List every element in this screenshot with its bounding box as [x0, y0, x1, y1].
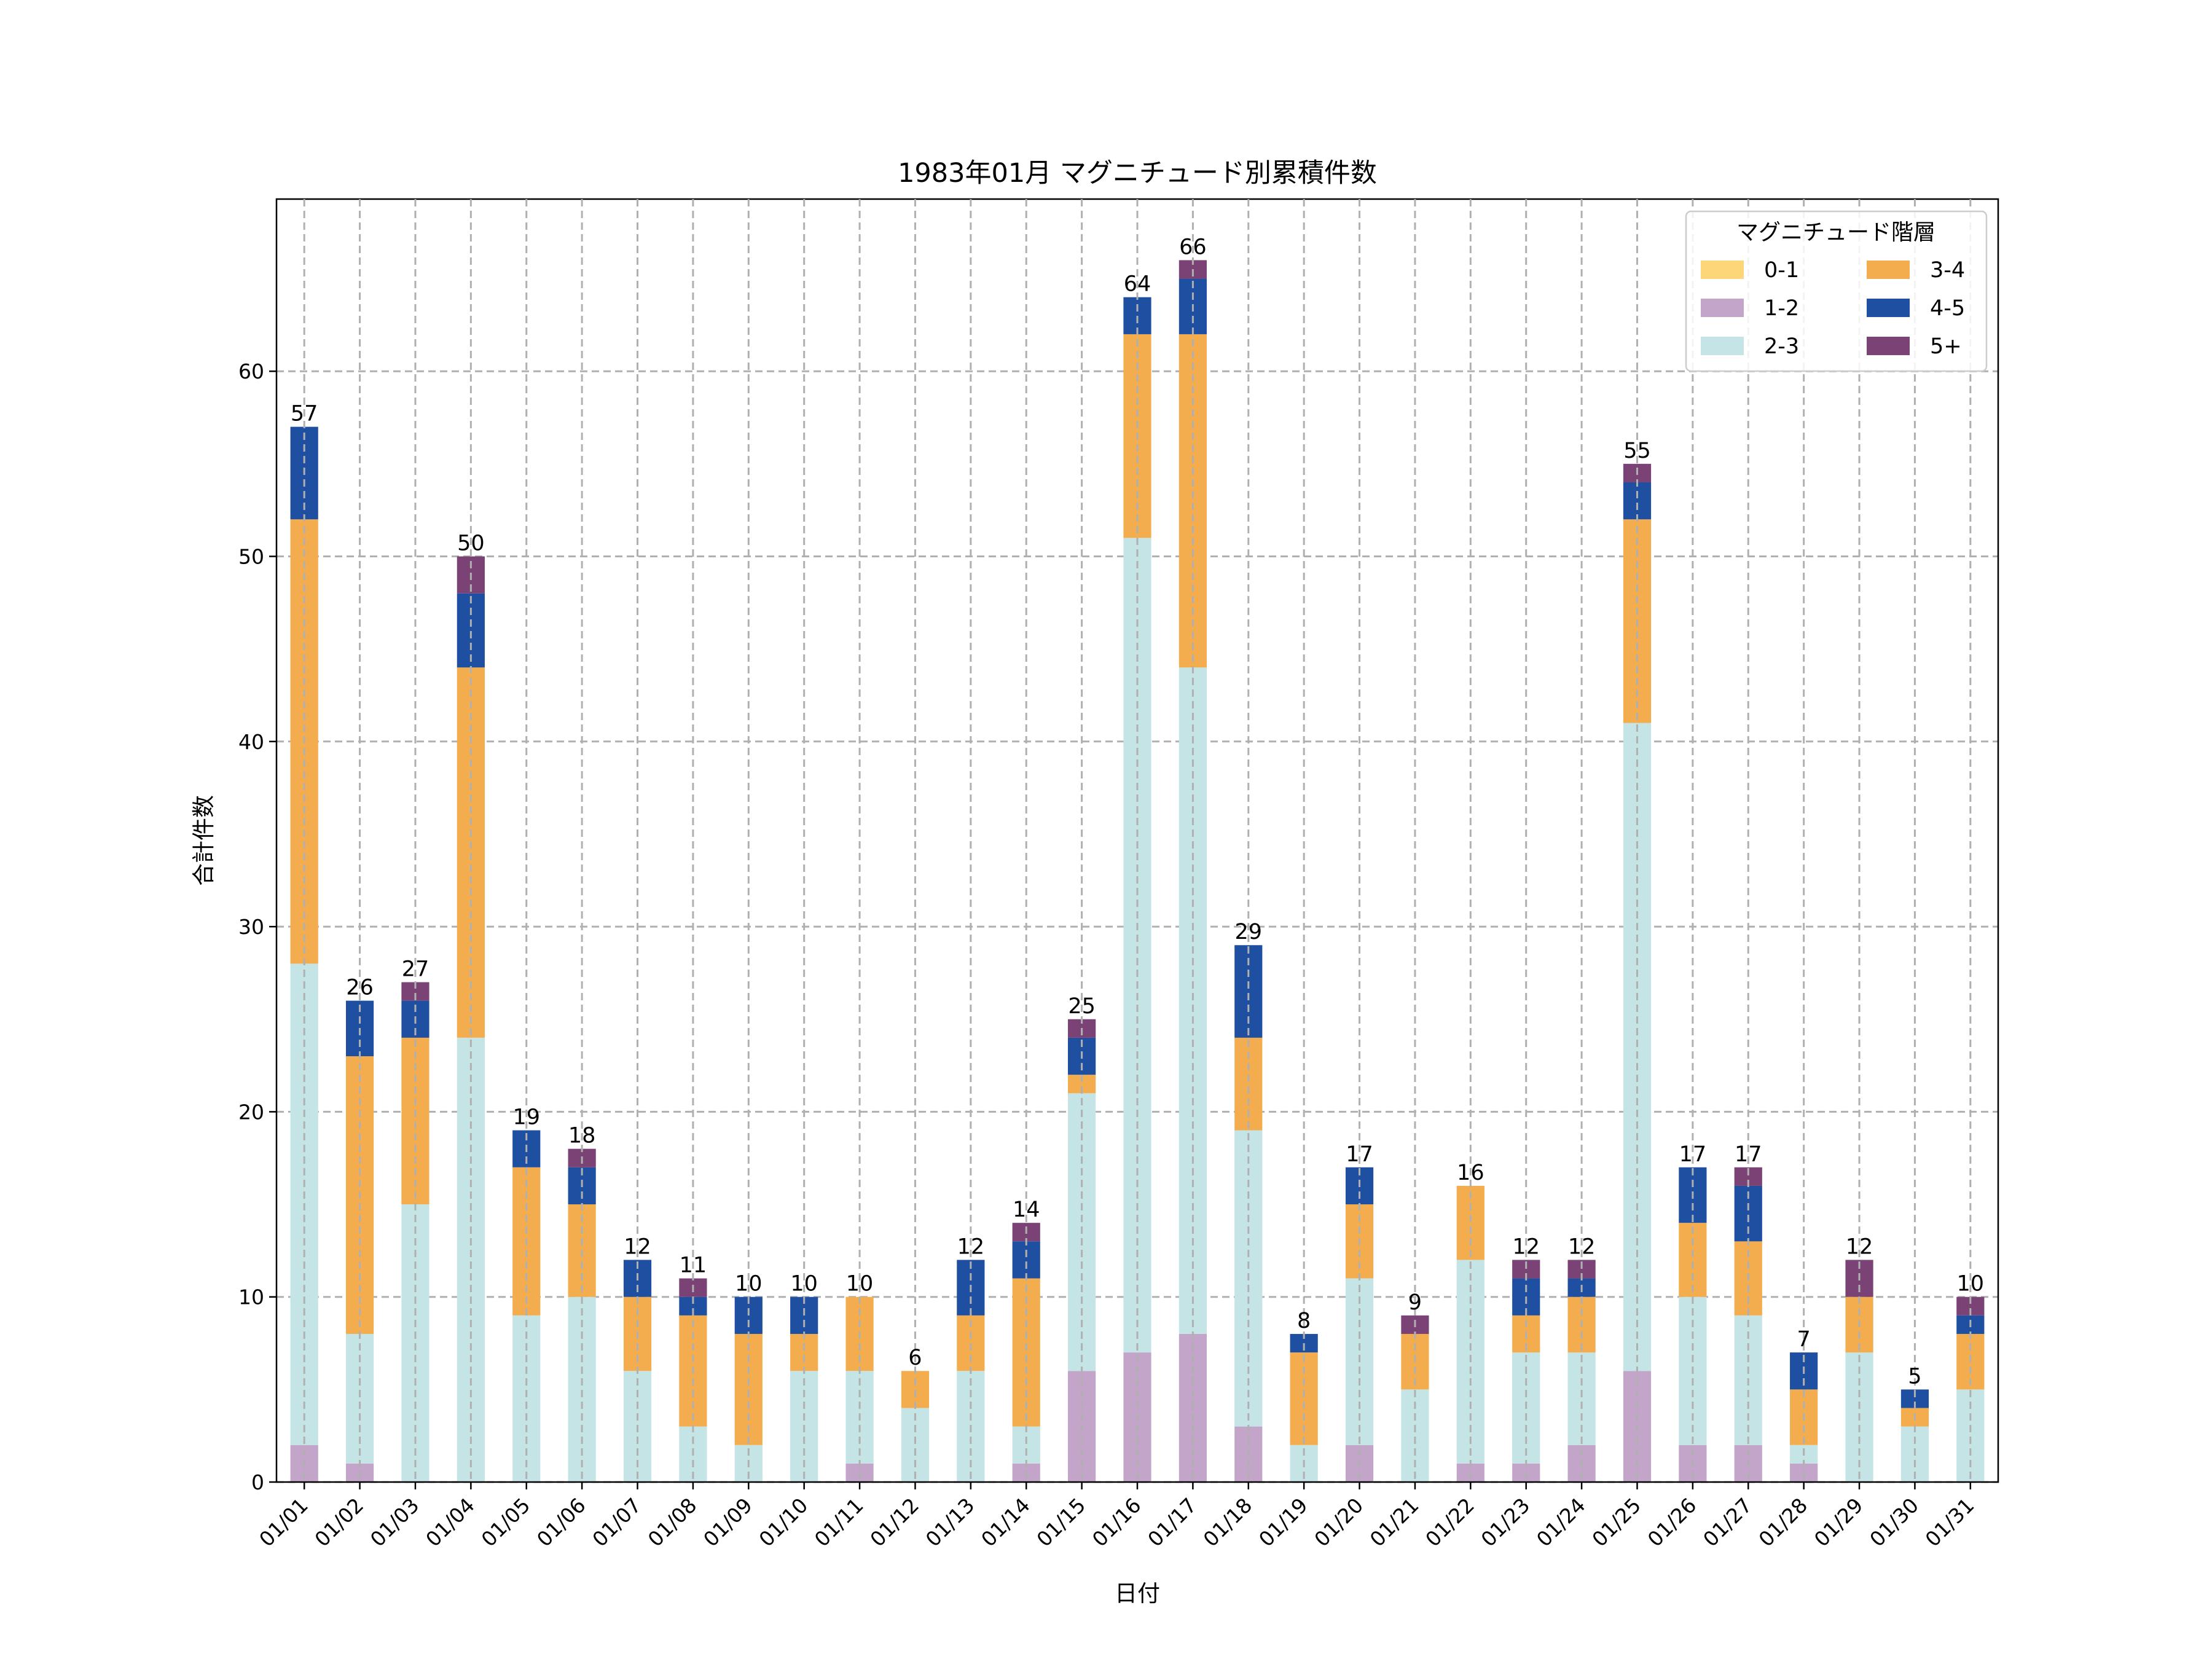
bar-segment — [1679, 1223, 1707, 1297]
bar-total-label: 17 — [1679, 1142, 1707, 1167]
legend-swatch — [1867, 261, 1910, 279]
y-axis-label: 合計件数 — [190, 795, 217, 886]
y-tick-label: 10 — [238, 1285, 264, 1309]
bar-total-label: 9 — [1408, 1290, 1422, 1315]
bar-total-label: 10 — [790, 1272, 818, 1296]
bar-total-label: 12 — [1512, 1234, 1540, 1259]
bar-segment — [512, 1315, 541, 1482]
chart-title: 1983年01月 マグニチュード別累積件数 — [898, 158, 1377, 189]
bar-total-label: 19 — [512, 1105, 540, 1130]
bar-segment — [345, 1333, 374, 1464]
legend-label: 2-3 — [1764, 334, 1799, 359]
legend-box — [1685, 210, 1988, 372]
bar-total-label: 10 — [1957, 1272, 1985, 1296]
bar-total-label: 10 — [846, 1272, 874, 1296]
y-tick-label: 20 — [238, 1100, 264, 1124]
y-tick-label: 30 — [238, 915, 264, 939]
bar-total-label: 55 — [1623, 439, 1651, 463]
bar-total-label: 12 — [957, 1234, 985, 1259]
legend-swatch — [1867, 337, 1910, 355]
legend-label: 3-4 — [1930, 258, 1965, 283]
bar-total-label: 12 — [624, 1234, 651, 1259]
legend-swatch — [1867, 299, 1910, 317]
bar-segment — [1179, 334, 1207, 668]
bar-total-label: 11 — [680, 1253, 707, 1278]
bar-total-label: 27 — [402, 957, 429, 981]
legend-swatch — [1701, 337, 1744, 355]
bar-total-label: 12 — [1568, 1234, 1596, 1259]
bar-total-label: 12 — [1846, 1234, 1873, 1259]
bar-total-label: 26 — [346, 976, 374, 1000]
legend-swatch — [1701, 261, 1744, 279]
legend-swatch — [1701, 299, 1744, 317]
bar-segment — [401, 1037, 429, 1205]
bar-total-label: 17 — [1346, 1142, 1373, 1167]
bar-total-label: 16 — [1457, 1161, 1484, 1185]
bar-total-label: 7 — [1797, 1327, 1811, 1352]
bar-segment — [1012, 1426, 1040, 1464]
bar-total-label: 29 — [1235, 920, 1263, 944]
y-tick-label: 40 — [238, 730, 264, 754]
bar-total-label: 66 — [1179, 235, 1207, 259]
y-tick-label: 50 — [238, 545, 264, 569]
x-axis-label: 日付 — [1115, 1580, 1160, 1607]
bar-total-label: 50 — [457, 531, 485, 556]
legend-label: 1-2 — [1764, 296, 1799, 321]
bar-segment — [1012, 1241, 1040, 1279]
legend-label: 5+ — [1930, 334, 1962, 359]
bar-segment — [790, 1333, 818, 1371]
legend-label: 4-5 — [1930, 296, 1965, 321]
legend-items: 0-1 1-2 2-3 3-4 4-5 5+ — [1701, 258, 1965, 359]
bar-total-label: 17 — [1735, 1142, 1762, 1167]
bar-total-label: 18 — [568, 1124, 596, 1148]
bar-total-label: 6 — [908, 1346, 922, 1370]
bar-total-label: 5 — [1908, 1364, 1921, 1389]
legend: マグニチュード階層 0-1 1-2 2-3 3-4 4-5 5+ — [1685, 210, 1988, 372]
bar-segment — [1179, 667, 1207, 1334]
bar-total-label: 64 — [1124, 272, 1151, 297]
bar-segment — [1623, 482, 1652, 520]
y-tick-label: 0 — [251, 1470, 264, 1494]
legend-title: マグニチュード階層 — [1736, 220, 1936, 245]
y-tick-label: 60 — [238, 359, 264, 383]
legend-label: 0-1 — [1764, 258, 1799, 283]
bar-total-label: 10 — [735, 1272, 763, 1296]
bar-total-label: 25 — [1068, 994, 1096, 1019]
bar-total-label: 14 — [1013, 1198, 1040, 1222]
bar-total-label: 8 — [1297, 1309, 1311, 1333]
bar-total-label: 57 — [291, 402, 318, 426]
